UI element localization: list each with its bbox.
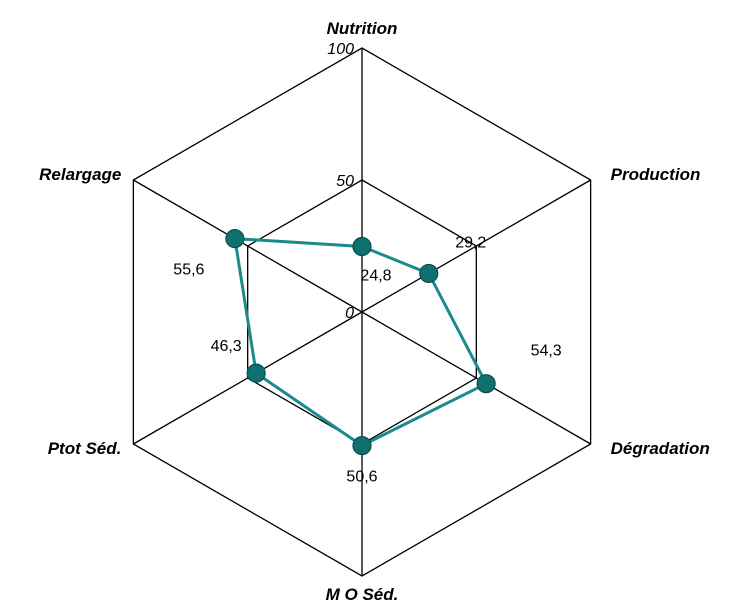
data-point-3 <box>476 374 496 394</box>
axis-line-2 <box>361 179 591 313</box>
data-label-6: 55,6 <box>173 262 204 279</box>
axis-line-3 <box>361 311 591 445</box>
data-point-1 <box>352 236 372 257</box>
data-point-2 <box>419 263 439 284</box>
data-point-5 <box>246 363 266 383</box>
axis-label-6: Relargage <box>39 165 121 184</box>
data-label-2: 29,2 <box>455 234 486 251</box>
data-point-6 <box>225 229 245 249</box>
tick-label-50: 50 <box>336 173 354 190</box>
axis-label-4: M O Séd. <box>326 585 399 604</box>
axis-label-2: Production <box>611 165 701 184</box>
axis-line-5 <box>133 311 363 445</box>
tick-label-0: 0 <box>345 305 354 322</box>
axis-label-3: Dégradation <box>611 439 710 458</box>
tick-label-100: 100 <box>327 41 354 58</box>
data-label-5: 46,3 <box>211 338 242 355</box>
axis-line-6 <box>133 179 363 313</box>
data-point-4 <box>352 435 372 456</box>
axis-label-1: Nutrition <box>327 19 398 38</box>
data-label-4: 50,6 <box>346 469 377 486</box>
data-label-3: 54,3 <box>531 343 562 360</box>
data-label-1: 24,8 <box>360 268 391 285</box>
axis-label-5: Ptot Séd. <box>48 439 122 458</box>
